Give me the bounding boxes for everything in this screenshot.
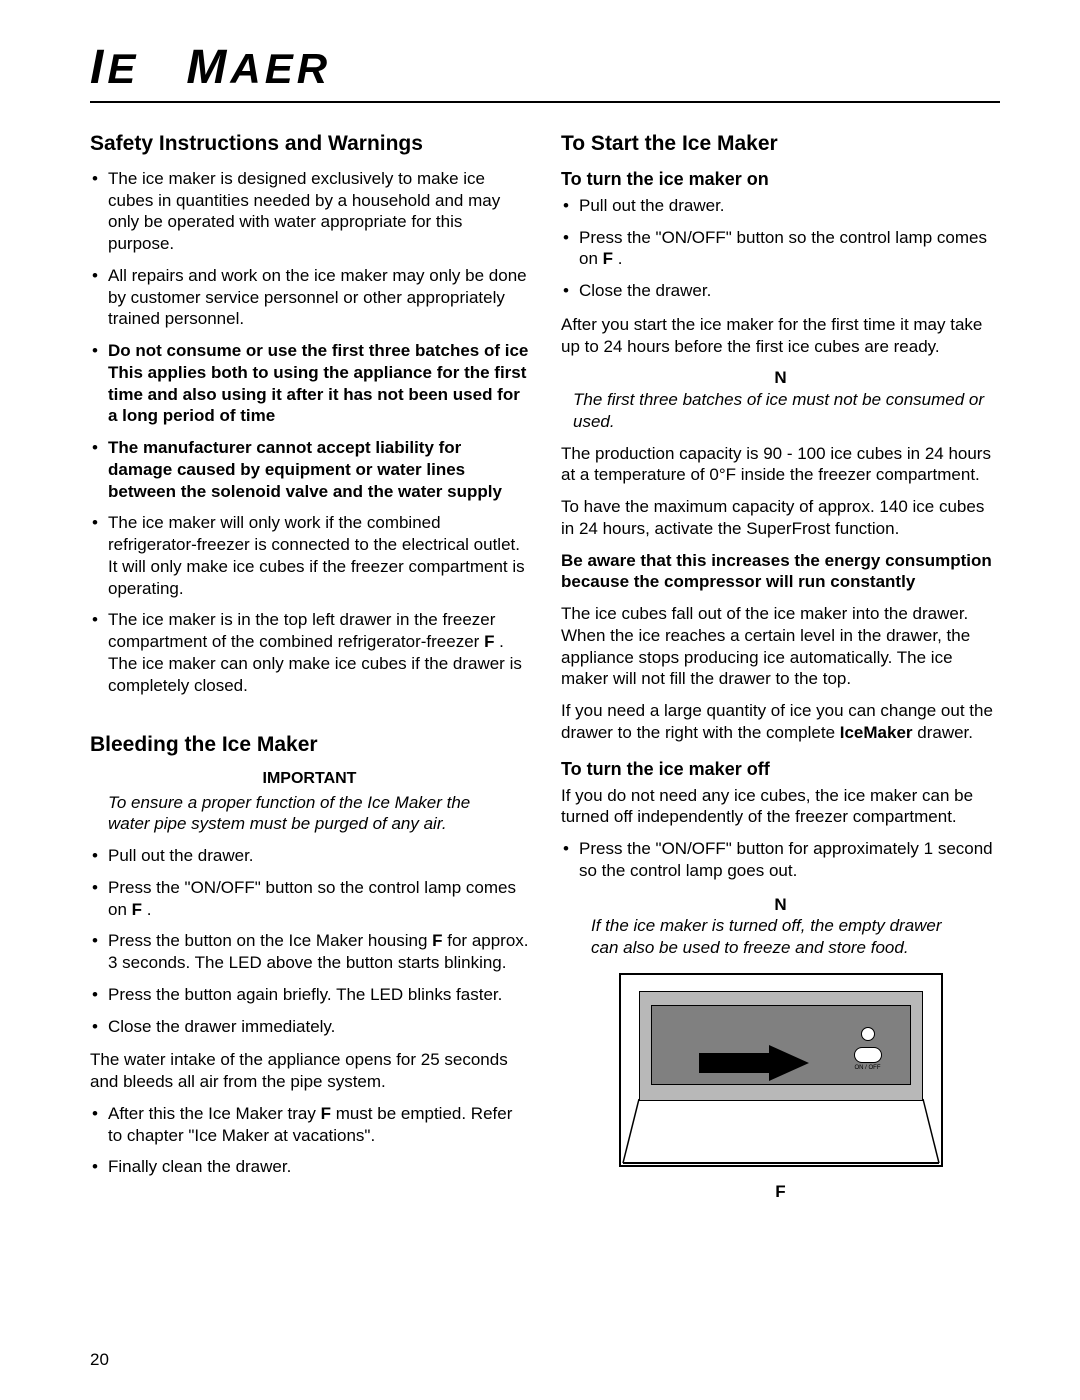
safety-item: The ice maker will only work if the comb…: [90, 512, 529, 599]
bleed-text: Press the button again briefly. The LED …: [108, 985, 502, 1004]
safety-item: The ice maker is designed exclusively to…: [90, 168, 529, 255]
turn-off-list: Press the "ON/OFF" button for approximat…: [561, 838, 1000, 882]
bleed-text: Pull out the drawer.: [108, 846, 254, 865]
turn-on-item: Press the "ON/OFF" button so the control…: [561, 227, 1000, 271]
figure-caption: F: [561, 1181, 1000, 1203]
safety-text: All repairs and work on the ice maker ma…: [108, 266, 527, 329]
manual-page: IE MAER Safety Instructions and Warnings…: [0, 0, 1080, 1400]
bleed-item: Close the drawer immediately.: [90, 1016, 529, 1038]
left-column: Safety Instructions and Warnings The ice…: [90, 131, 529, 1202]
turn-on-subheading: To turn the ice maker on: [561, 168, 1000, 191]
safety-item: The manufacturer cannot accept liability…: [90, 437, 529, 502]
bleed-text: Press the button on the Ice Maker housin…: [108, 931, 432, 950]
bleeding-heading: Bleeding the Ice Maker: [90, 732, 529, 759]
important-label: IMPORTANT: [90, 769, 529, 789]
right-column: To Start the Ice Maker To turn the ice m…: [561, 131, 1000, 1202]
bleed-item: Press the button on the Ice Maker housin…: [90, 930, 529, 974]
turn-off-text: Press the "ON/OFF" button for approximat…: [579, 839, 993, 880]
safety-heading: Safety Instructions and Warnings: [90, 131, 529, 158]
safety-text: The ice maker is designed exclusively to…: [108, 169, 500, 253]
icemaker-bold: IceMaker: [840, 723, 913, 742]
figure-perspective-lines: [621, 975, 941, 1165]
turn-on-item: Pull out the drawer.: [561, 195, 1000, 217]
chapter-title: IE MAER: [90, 40, 1000, 95]
title-aer: AER: [230, 45, 331, 92]
fig-ref: F: [484, 632, 494, 651]
bleed-item: Press the button again briefly. The LED …: [90, 984, 529, 1006]
safety-item: Do not consume or use the first three ba…: [90, 340, 529, 427]
two-column-layout: Safety Instructions and Warnings The ice…: [90, 131, 1000, 1202]
turn-on-item: Close the drawer.: [561, 280, 1000, 302]
drawer-fill-para: The ice cubes fall out of the ice maker …: [561, 603, 1000, 690]
safety-semibold: damage caused by equipment or water line…: [108, 460, 465, 479]
bleed-text: Close the drawer immediately.: [108, 1017, 335, 1036]
capacity-para: The production capacity is 90 - 100 ice …: [561, 443, 1000, 487]
safety-bold: The manufacturer cannot accept liability…: [108, 438, 461, 457]
figure-wrapper: ON / OFF F: [561, 973, 1000, 1203]
note-marker: N: [561, 894, 1000, 916]
bleed-text: .: [142, 900, 151, 919]
turn-off-para: If you do not need any ice cubes, the ic…: [561, 785, 1000, 829]
important-body: To ensure a proper function of the Ice M…: [90, 792, 529, 836]
bleed-text: Finally clean the drawer.: [108, 1157, 291, 1176]
bleed-item: Finally clean the drawer.: [90, 1156, 529, 1178]
bleed-item: Press the "ON/OFF" button so the control…: [90, 877, 529, 921]
start-heading: To Start the Ice Maker: [561, 131, 1000, 158]
header-rule: [90, 101, 1000, 103]
turn-on-list: Pull out the drawer. Press the "ON/OFF" …: [561, 195, 1000, 302]
figure-panel: ON / OFF: [619, 973, 943, 1167]
fig-ref: F: [603, 249, 613, 268]
bleed-list-1: Pull out the drawer. Press the "ON/OFF" …: [90, 845, 529, 1037]
page-number: 20: [90, 1350, 109, 1370]
water-intake-para: The water intake of the appliance opens …: [90, 1049, 529, 1093]
bleed-item: After this the Ice Maker tray F must be …: [90, 1103, 529, 1147]
turn-on-text: Close the drawer.: [579, 281, 711, 300]
turn-off-item: Press the "ON/OFF" button for approximat…: [561, 838, 1000, 882]
safety-item: All repairs and work on the ice maker ma…: [90, 265, 529, 330]
note-body: The first three batches of ice must not …: [561, 389, 1000, 433]
turn-on-text: Pull out the drawer.: [579, 196, 725, 215]
max-capacity-para: To have the maximum capacity of approx. …: [561, 496, 1000, 540]
safety-text: The ice maker is in the top left drawer …: [108, 610, 495, 651]
swap-drawer-para: If you need a large quantity of ice you …: [561, 700, 1000, 744]
title-i: I: [90, 41, 107, 94]
turn-off-subheading: To turn the ice maker off: [561, 758, 1000, 781]
turn-on-text: Press the "ON/OFF" button so the control…: [579, 228, 987, 269]
swap-text: drawer.: [913, 723, 973, 742]
startup-time-para: After you start the ice maker for the fi…: [561, 314, 1000, 358]
bleed-text: After this the Ice Maker tray: [108, 1104, 321, 1123]
fig-ref: F: [321, 1104, 331, 1123]
safety-item: The ice maker is in the top left drawer …: [90, 609, 529, 696]
safety-text: The ice maker will only work if the comb…: [108, 513, 525, 597]
turn-on-text: .: [613, 249, 622, 268]
title-m: M: [186, 41, 230, 94]
fig-ref: F: [132, 900, 142, 919]
title-e: E: [107, 45, 139, 92]
note-marker: N: [561, 367, 1000, 389]
safety-list: The ice maker is designed exclusively to…: [90, 168, 529, 697]
note-body: If the ice maker is turned off, the empt…: [561, 915, 1000, 959]
energy-warning: Be aware that this increases the energy …: [561, 550, 1000, 594]
bleed-list-2: After this the Ice Maker tray F must be …: [90, 1103, 529, 1178]
bleed-item: Pull out the drawer.: [90, 845, 529, 867]
bleed-text: Press the "ON/OFF" button so the control…: [108, 878, 516, 919]
fig-ref: F: [432, 931, 442, 950]
safety-bold: between the solenoid valve and the water…: [108, 482, 502, 501]
safety-bold: Do not consume or use the first three ba…: [108, 341, 528, 360]
safety-bold: This applies both to using the appliance…: [108, 363, 526, 426]
